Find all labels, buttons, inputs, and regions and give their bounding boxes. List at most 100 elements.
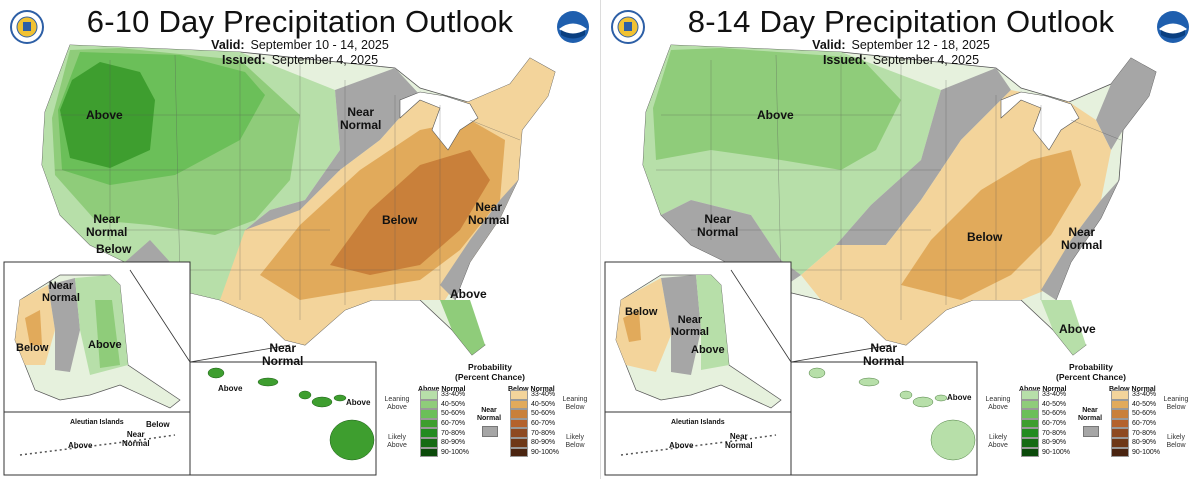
legend-swatch bbox=[1021, 447, 1039, 458]
legend-bin-below-6: 90-100% bbox=[510, 447, 559, 458]
label-southwest-near-normal: Near Normal bbox=[697, 212, 739, 239]
zone-florida bbox=[1041, 300, 1086, 355]
label-upper-midwest-near-normal: Near Normal bbox=[340, 105, 382, 132]
legend-swatch bbox=[1021, 418, 1039, 429]
issued-label: Issued: bbox=[221, 53, 266, 67]
legend-bin-label: 90-100% bbox=[1132, 448, 1161, 456]
label-northwest-above: Above bbox=[86, 108, 123, 122]
legend-above-swatches: 33-40% 40-50% 50-60% 60-70% 70-80% 80-90% 90-1… bbox=[420, 390, 469, 458]
legend-above-swatches: 33-40% 40-50% 50-60% 60-70% 70-80% 80-90% 90-1… bbox=[1021, 390, 1071, 458]
zone-near-normal-band bbox=[836, 68, 1011, 245]
legend-swatch bbox=[1021, 438, 1039, 448]
legend-bin-above-5: 80-90% bbox=[420, 438, 469, 448]
legend-bin-label: 60-70% bbox=[1042, 420, 1067, 428]
legend-bin-label: 50-60% bbox=[1042, 410, 1067, 418]
issued-value: September 4, 2025 bbox=[271, 53, 379, 67]
legend-likely-below: Likely Below bbox=[1166, 434, 1186, 449]
legend-bin-label: 70-80% bbox=[1132, 429, 1157, 437]
legend-above-header: Above Normal bbox=[1019, 386, 1067, 393]
legend-swatch bbox=[420, 438, 438, 448]
legend-swatch bbox=[420, 409, 438, 419]
label-virginia-near-normal: Near Normal bbox=[1061, 225, 1103, 252]
panel-title: 8-14 Day Precipitation Outlook bbox=[687, 4, 1115, 39]
legend-likely-below: Likely Below bbox=[565, 434, 585, 449]
legend-bin-label: 50-60% bbox=[1132, 410, 1157, 418]
legend-bin-below-5: 80-90% bbox=[510, 438, 559, 448]
alaska-above bbox=[696, 275, 729, 370]
legend-below-header: Below Normal bbox=[508, 386, 555, 393]
zone-near-normal-east bbox=[1041, 180, 1119, 300]
legend-swatch bbox=[510, 418, 528, 429]
valid-value: September 10 - 14, 2025 bbox=[250, 38, 389, 52]
legend-below-swatches: 33-40% 40-50% 50-60% 60-70% 70-80% 80-90% 90-1… bbox=[1111, 390, 1161, 458]
label-aleutian-above: Above bbox=[68, 441, 93, 450]
legend-swatch bbox=[420, 390, 438, 400]
legend-bin-label: 60-70% bbox=[441, 420, 466, 428]
legend-bin-label: 33-40% bbox=[1132, 391, 1157, 399]
valid-value: September 12 - 18, 2025 bbox=[851, 38, 990, 52]
legend-bin-above-6: 90-100% bbox=[1021, 447, 1071, 458]
legend-bin-above-3: 60-70% bbox=[1021, 418, 1070, 429]
legend-bin-above-2: 50-60% bbox=[1021, 409, 1070, 419]
legend-bin-label: 50-60% bbox=[441, 410, 466, 418]
legend-swatch bbox=[510, 409, 528, 419]
issued-label: Issued: bbox=[822, 53, 867, 67]
label-alaska-above: Above bbox=[691, 344, 725, 356]
label-aleutian-title: Aleutian Islands bbox=[671, 419, 725, 426]
label-alaska-near-normal: Near Normal bbox=[671, 314, 709, 338]
label-virginia-near-normal: Near Normal bbox=[468, 200, 510, 227]
legend-bin-label: 40-50% bbox=[531, 400, 556, 408]
legend-bin-above-2: 50-60% bbox=[420, 409, 469, 419]
legend-title: Probability (Percent Chance) bbox=[455, 362, 525, 382]
legend-bin-label: 33-40% bbox=[1042, 391, 1067, 399]
legend-swatch bbox=[1021, 390, 1039, 400]
label-aleutian-near-normal: Near Normal bbox=[122, 430, 150, 448]
legend-swatch bbox=[1021, 399, 1039, 410]
legend-bin-label: 80-90% bbox=[1042, 439, 1067, 447]
label-tennessee-below: Below bbox=[382, 213, 418, 227]
legend-bin-below-3: 60-70% bbox=[510, 418, 559, 429]
valid-label: Valid: bbox=[812, 38, 846, 52]
legend-likely-above: Likely Above bbox=[988, 434, 1008, 449]
legend-bin-label: 60-70% bbox=[531, 420, 556, 428]
legend-swatch bbox=[1111, 390, 1129, 400]
legend-below-swatches: 33-40% 40-50% 50-60% 60-70% 70-80% 80-90% 90-1… bbox=[510, 390, 559, 458]
legend-bin-label: 90-100% bbox=[1042, 448, 1071, 456]
valid-label: Valid: bbox=[211, 38, 245, 52]
legend-swatch bbox=[1111, 409, 1129, 419]
legend-swatch bbox=[420, 428, 438, 438]
legend-swatch bbox=[510, 428, 528, 438]
issued-date: Issued: September 4, 2025 bbox=[601, 53, 1200, 67]
doc-seal-logo bbox=[611, 10, 645, 44]
legend-bin-below-2: 50-60% bbox=[510, 409, 559, 419]
great-lakes bbox=[1000, 91, 1080, 151]
legend-near-normal-label: Near Normal bbox=[476, 407, 502, 422]
legend-swatch bbox=[1111, 428, 1129, 438]
legend-bin-above-1: 40-50% bbox=[420, 399, 469, 410]
aleutian-inset bbox=[3, 411, 191, 476]
alaska-near bbox=[661, 275, 701, 375]
legend-bin-below-1: 40-50% bbox=[1111, 399, 1160, 410]
legend-bin-label: 60-70% bbox=[1132, 420, 1157, 428]
legend-bin-label: 80-90% bbox=[441, 439, 466, 447]
label-alaska-below: Below bbox=[16, 342, 49, 354]
legend-bin-above-6: 90-100% bbox=[420, 447, 469, 458]
legend-bin-below-2: 50-60% bbox=[1111, 409, 1160, 419]
outlook-panel-8-14-day: 8-14 Day Precipitation Outlook Valid: Sep… bbox=[600, 0, 1200, 479]
aleutian-chain bbox=[19, 434, 176, 456]
alaska-below-dark bbox=[25, 310, 42, 345]
zone-near-normal-ne bbox=[1096, 58, 1156, 150]
legend-swatch bbox=[1111, 438, 1129, 448]
legend-bin-below-5: 80-90% bbox=[1111, 438, 1160, 448]
legend-bin-above-1: 40-50% bbox=[1021, 399, 1070, 410]
label-hawaii-above-east: Above bbox=[346, 398, 371, 407]
legend-leaning-above: Leaning Above bbox=[384, 396, 410, 411]
legend-bin-below-0: 33-40% bbox=[510, 390, 559, 400]
label-hawaii-above-west: Above bbox=[218, 384, 243, 393]
legend-bin-label: 40-50% bbox=[1042, 400, 1067, 408]
legend-swatch bbox=[510, 447, 528, 458]
zone-below-50-60 bbox=[330, 150, 490, 275]
legend-swatch bbox=[1111, 418, 1129, 429]
legend-bin-label: 70-80% bbox=[441, 429, 466, 437]
